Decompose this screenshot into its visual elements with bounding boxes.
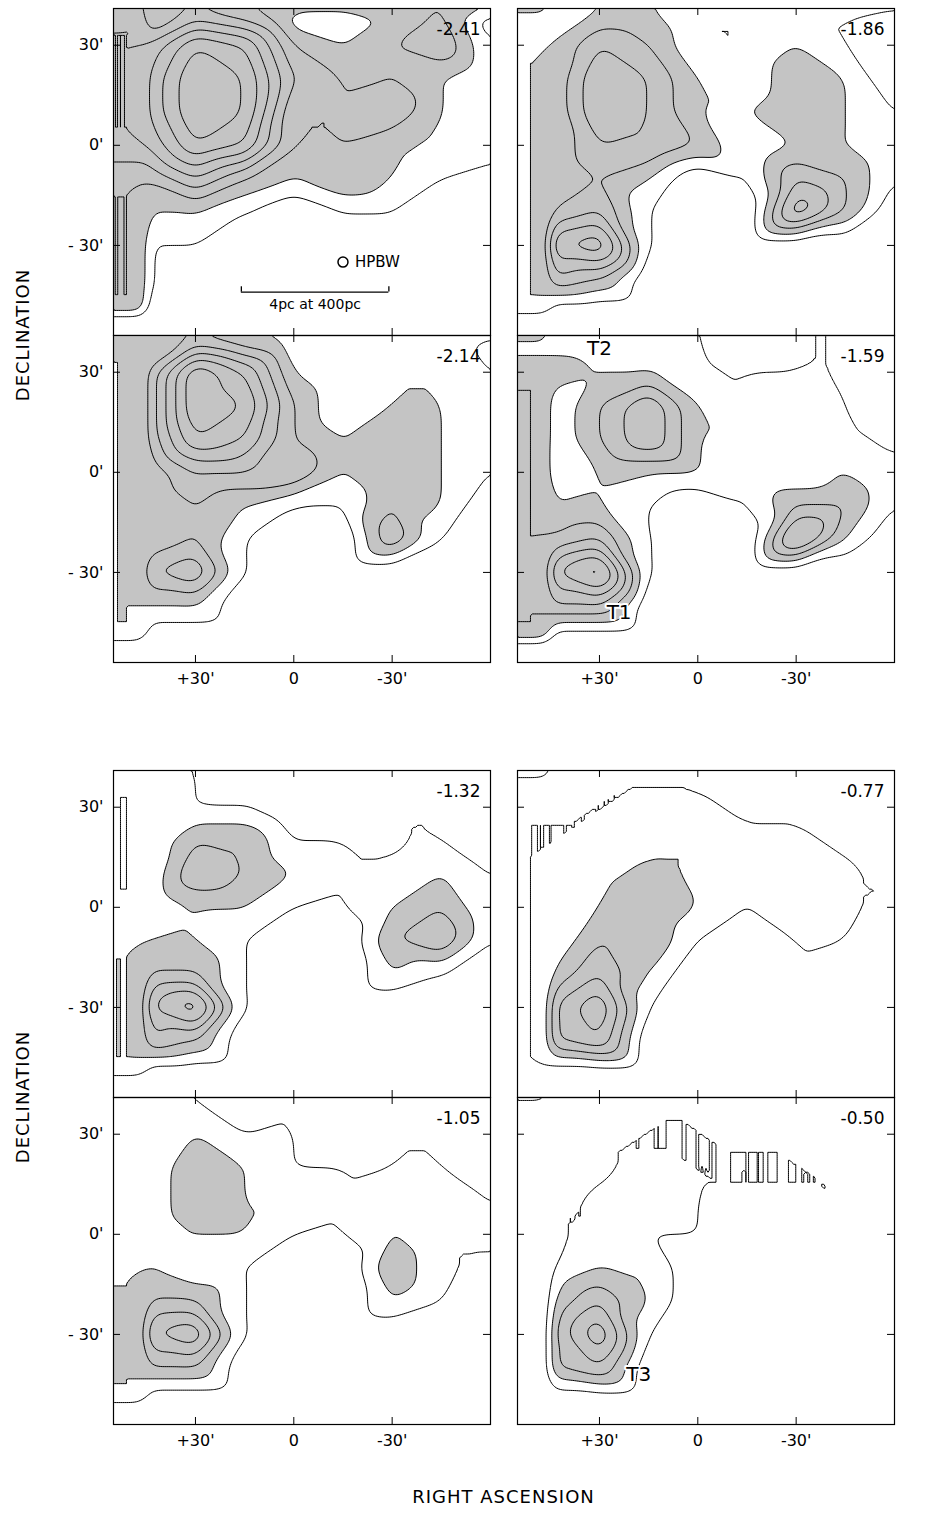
svg-text:+30': +30' [580, 1431, 618, 1450]
svg-text:-2.41: -2.41 [437, 19, 481, 39]
svg-text:-1.86: -1.86 [841, 19, 885, 39]
svg-text:-2.14: -2.14 [437, 346, 481, 366]
html-text:RIGHT ASCENSION: RIGHT ASCENSION [412, 1485, 595, 1507]
svg-text:30': 30' [79, 362, 104, 381]
html-text:DECLINATION: DECLINATION [11, 268, 33, 402]
svg-text:0': 0' [89, 135, 104, 154]
svg-text:0': 0' [89, 897, 104, 916]
svg-text:0': 0' [89, 462, 104, 481]
svg-text:-30': -30' [781, 669, 812, 688]
svg-text:-30': -30' [377, 669, 408, 688]
svg-text:T3: T3 [625, 1362, 651, 1386]
svg-text:0: 0 [693, 1431, 703, 1450]
svg-text:-30': -30' [781, 1431, 812, 1450]
svg-text:-0.50: -0.50 [841, 1108, 885, 1128]
html-text:DECLINATION: DECLINATION [11, 1030, 33, 1164]
svg-text:+30': +30' [176, 1431, 214, 1450]
svg-text:HPBW: HPBW [355, 253, 400, 271]
svg-text:-1.32: -1.32 [437, 781, 481, 801]
svg-text:-30': -30' [377, 1431, 408, 1450]
svg-text:-1.05: -1.05 [437, 1108, 481, 1128]
svg-text:30': 30' [79, 35, 104, 54]
svg-text:0': 0' [89, 1224, 104, 1243]
svg-text:- 30': - 30' [68, 563, 104, 582]
svg-text:4pc at 400pc: 4pc at 400pc [269, 296, 361, 312]
svg-text:30': 30' [79, 1124, 104, 1143]
svg-text:-1.59: -1.59 [841, 346, 885, 366]
svg-text:30': 30' [79, 797, 104, 816]
svg-text:- 30': - 30' [68, 1325, 104, 1344]
svg-text:+30': +30' [176, 669, 214, 688]
svg-text:- 30': - 30' [68, 998, 104, 1017]
svg-text:0: 0 [289, 669, 299, 688]
svg-text:-0.77: -0.77 [841, 781, 885, 801]
svg-text:- 30': - 30' [68, 236, 104, 255]
svg-text:0: 0 [693, 669, 703, 688]
svg-text:0: 0 [289, 1431, 299, 1450]
svg-text:T2: T2 [586, 336, 612, 360]
svg-text:+30': +30' [580, 669, 618, 688]
svg-text:T1: T1 [606, 600, 632, 624]
